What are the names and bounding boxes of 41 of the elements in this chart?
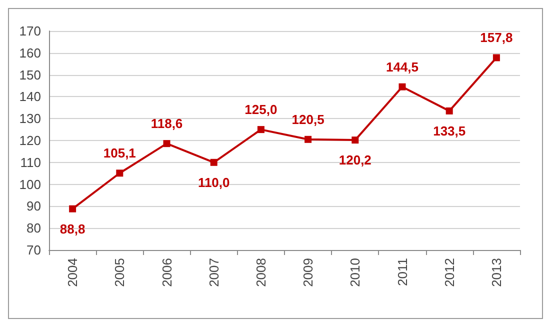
y-tick-label: 110 [20,154,41,170]
x-tick-label: 2010 [348,258,363,287]
y-tick-label: 150 [19,67,41,82]
y-tick-label: 80 [26,220,41,236]
x-tick-label: 2012 [442,258,457,287]
point [116,170,124,177]
y-tick-label: 120 [19,133,41,148]
data-label: 118,6 [150,116,183,132]
point [352,136,359,144]
data-label: 157,8 [480,30,513,46]
y-tick-label: 90 [26,198,41,214]
x-tick-label: 2005 [112,258,128,287]
y-tick-label: 170 [19,24,41,38]
data-label: 110,0 [198,174,230,190]
y-tick-label: 130 [19,111,41,126]
x-tick-label: 2004 [65,258,80,287]
point [257,126,264,134]
data-label: 133,5 [433,123,466,138]
x-tick-label: 2006 [159,258,174,287]
x-tick-label: 2013 [488,258,504,287]
point [69,205,76,212]
x-tick-label: 2011 [394,258,410,286]
x-tick-label: 2009 [300,258,316,287]
point [304,136,312,143]
y-tick-label: 70 [26,242,41,258]
point [163,140,170,148]
y-tick-label: 160 [19,45,41,60]
point [398,83,406,90]
y-tick-label: 100 [19,176,41,192]
x-tick-label: 2007 [206,258,222,287]
data-label: 120,2 [338,152,372,168]
data-label: 144,5 [386,59,419,74]
data-label: 88,8 [60,221,86,236]
data-label: 125,0 [244,102,278,118]
point [210,158,218,166]
data-label: 120,5 [292,112,324,127]
point [446,107,453,114]
point [492,54,500,62]
x-tick-label: 2008 [253,258,268,287]
y-tick-label: 140 [19,89,41,104]
data-label: 105,1 [103,146,136,161]
